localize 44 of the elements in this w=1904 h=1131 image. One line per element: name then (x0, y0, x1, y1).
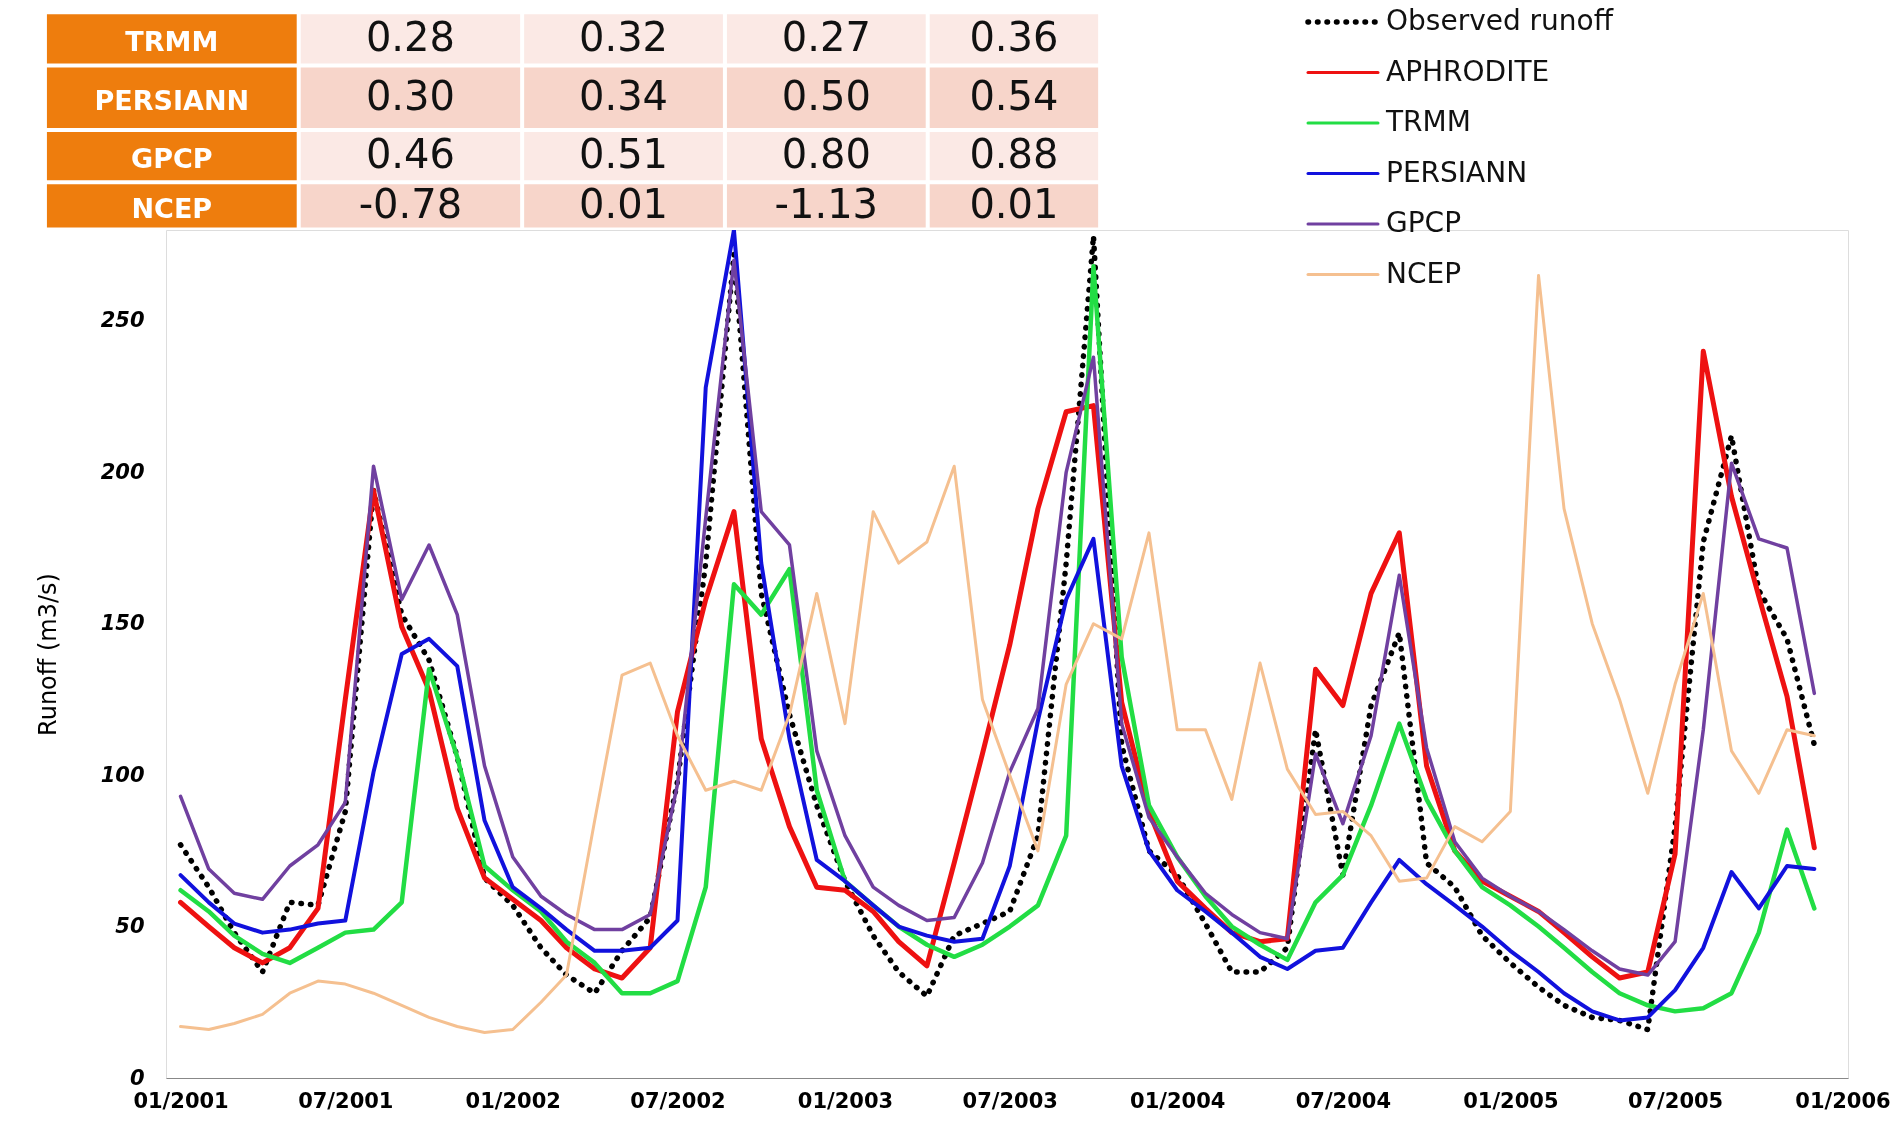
text: -1.13 (774, 180, 879, 227)
text: NCEP (131, 192, 213, 224)
y-axis-title: Runoff (m3/s) (33, 573, 62, 736)
x-tick-label: 01/2002 (465, 1088, 561, 1113)
text: 0.54 (969, 72, 1059, 119)
text: 0.36 (969, 13, 1059, 60)
legend-label: NCEP (1386, 256, 1462, 290)
x-tick-label: 01/2004 (1130, 1088, 1226, 1113)
y-tick-label: 250 (100, 308, 145, 333)
legend-label: TRMM (1385, 105, 1471, 138)
text: TRMM (125, 25, 219, 57)
text: 0.01 (969, 180, 1059, 227)
text: 0.46 (365, 131, 455, 178)
x-tick-label: 07/2005 (1627, 1088, 1724, 1113)
text: 0.50 (781, 72, 871, 119)
x-tick-label: 01/2003 (797, 1088, 894, 1113)
legend-label: PERSIANN (1386, 155, 1528, 189)
text: 0.80 (781, 131, 871, 178)
y-tick-label: 0 (129, 1065, 145, 1090)
x-tick-label: 07/2001 (298, 1088, 394, 1113)
text: 0.30 (365, 72, 455, 119)
text: -0.78 (358, 180, 463, 227)
y-tick-label: 50 (115, 914, 145, 939)
text: 0.01 (579, 180, 669, 227)
text: 0.51 (579, 131, 669, 178)
text: GPCP (131, 143, 213, 175)
text: 0.34 (579, 72, 669, 119)
x-tick-label: 01/2006 (1795, 1088, 1891, 1113)
text: PERSIANN (94, 84, 250, 116)
x-tick-label: 07/2002 (630, 1088, 726, 1113)
x-tick-label: 01/2001 (133, 1088, 229, 1113)
x-tick-label: 07/2003 (962, 1088, 1058, 1113)
text: 0.27 (781, 13, 871, 60)
legend-label: APHRODITE (1386, 54, 1550, 88)
legend-label: GPCP (1386, 206, 1462, 239)
text: 0.32 (579, 13, 669, 60)
legend-label: Observed runoff (1386, 4, 1614, 37)
y-tick-label: 200 (100, 459, 145, 484)
text: 0.28 (365, 13, 455, 60)
y-tick-label: 150 (100, 611, 145, 636)
x-tick-label: 07/2004 (1295, 1088, 1392, 1113)
text: 0.88 (969, 131, 1059, 178)
x-tick-label: 01/2005 (1463, 1088, 1559, 1113)
y-tick-label: 100 (100, 762, 145, 787)
